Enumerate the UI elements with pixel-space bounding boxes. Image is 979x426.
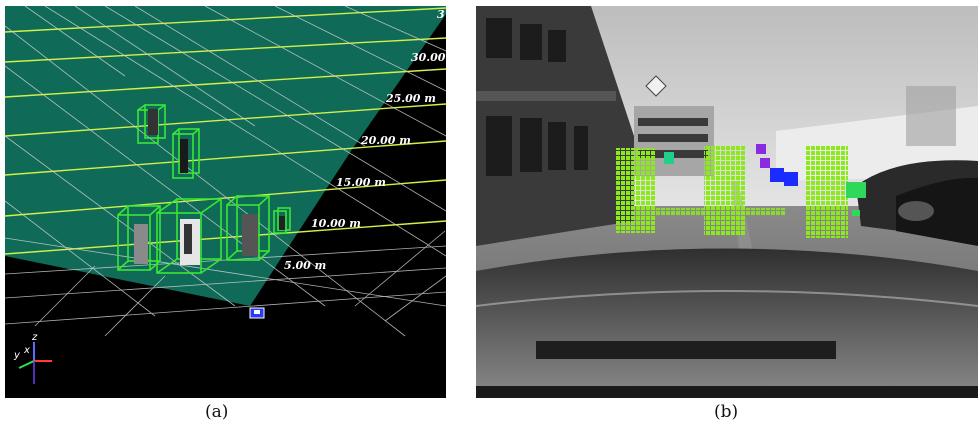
sensor-icon [249,307,265,319]
distance-grid-lines [5,7,446,255]
person-points-3 [806,146,848,238]
svg-text:x: x [23,345,30,356]
projected-person-points [616,146,866,238]
distance-label-35m: 3 [437,8,445,21]
ground-grid [5,6,446,337]
coordinate-axes-icon: y x z [13,332,52,384]
panel-b-camera-view [476,6,978,398]
panel-a-canvas: 5.00 m 10.00 m 15.00 m 20.00 m 25.00 m 3… [5,6,446,384]
person-points-1 [616,148,656,233]
detection-boxes [117,104,291,274]
parked-cars [856,160,978,246]
detection-floor-region [5,6,446,306]
distance-label-30m: 30.00 m [411,51,446,64]
svg-text:z: z [31,332,38,343]
distance-label-5m: 5.00 m [284,259,326,272]
panel-a-3d-view: 5.00 m 10.00 m 15.00 m 20.00 m 25.00 m 3… [5,6,446,398]
person-point-clouds [134,109,285,265]
bbox-person-5 [172,128,200,179]
caption-b: (b) [714,402,739,422]
caption-a: (a) [205,402,229,422]
distance-label-20m: 20.00 m [360,134,411,147]
svg-text:y: y [13,350,21,361]
panel-b-canvas [476,6,978,398]
bbox-person-2 [156,198,222,274]
distance-label-15m: 15.00 m [336,176,386,189]
distance-label-10m: 10.00 m [311,217,361,230]
projected-object-points [664,144,860,216]
person-points-2 [704,146,746,236]
vehicle-hood [476,248,978,398]
distance-label-25m: 25.00 m [385,92,436,105]
